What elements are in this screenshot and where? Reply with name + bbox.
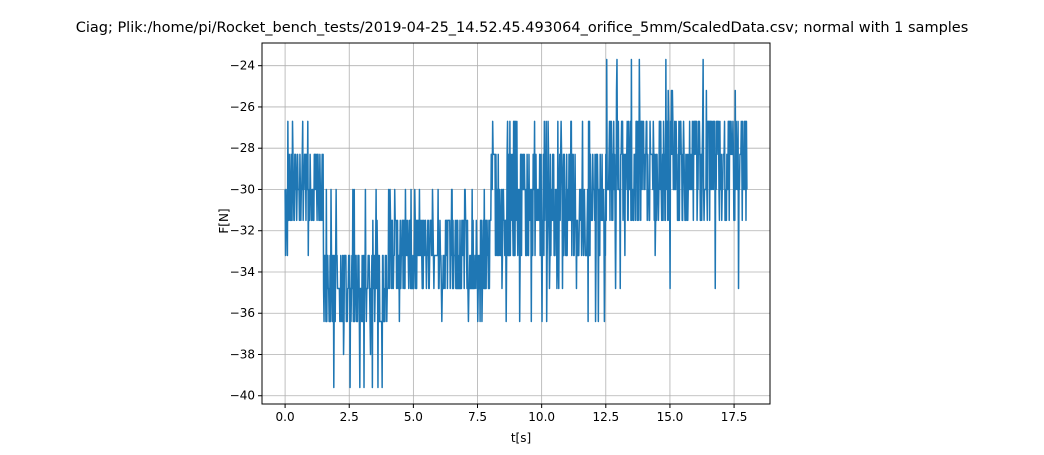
- y-tick-label: −38: [230, 347, 255, 361]
- x-tick-label: 7.5: [468, 410, 487, 424]
- x-tick-label: 12.5: [592, 410, 619, 424]
- y-tick-label: −28: [230, 141, 255, 155]
- plot-area: [284, 58, 748, 389]
- x-axis: 0.0 2.5 5.0 7.5 10.0 12.5 15.0 17.5: [276, 404, 748, 424]
- x-tick-label: 0.0: [276, 410, 295, 424]
- axes-frame: [261, 42, 771, 405]
- x-tick-label: 2.5: [340, 410, 359, 424]
- y-tick-label: −36: [230, 306, 255, 320]
- chart-title: Ciag; Plik:/home/pi/Rocket_bench_tests/2…: [76, 20, 969, 36]
- y-tick-label: −26: [230, 100, 255, 114]
- y-axis-label: F[N]: [217, 208, 231, 233]
- x-axis-label: t[s]: [511, 431, 531, 445]
- x-tick-label: 17.5: [721, 410, 748, 424]
- y-tick-label: −24: [230, 59, 255, 73]
- y-tick-label: −30: [230, 182, 255, 196]
- y-tick-label: −32: [230, 224, 255, 238]
- x-tick-label: 5.0: [404, 410, 423, 424]
- x-tick-label: 10.0: [528, 410, 555, 424]
- y-tick-label: −34: [230, 265, 255, 279]
- y-tick-label: −40: [230, 389, 255, 403]
- series-line: [284, 58, 748, 389]
- y-axis: −40 −38 −36 −34 −32 −30 −28 −26 −24: [230, 59, 262, 403]
- x-tick-label: 15.0: [657, 410, 684, 424]
